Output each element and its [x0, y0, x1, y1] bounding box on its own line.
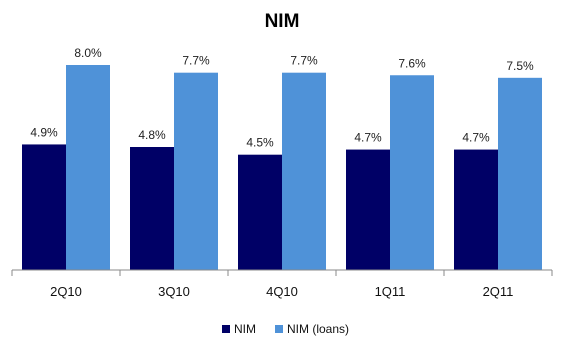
bar-nim-3q10	[130, 147, 174, 270]
bar-nim-4q10	[238, 154, 282, 270]
bar-nim-1q11	[346, 149, 390, 270]
x-tick-label-2q10: 2Q10	[50, 284, 82, 299]
bar-nim-loans-4q10	[282, 72, 326, 270]
data-label-nim-1q11: 4.7%	[354, 131, 382, 145]
bar-nim-2q11	[454, 149, 498, 270]
data-labels-group: 4.9% 8.0% 4.8% 7.7% 4.5% 7.7% 4.7% 7.6% 4.7% 7.5%	[30, 46, 534, 150]
data-label-nim-2q11: 4.7%	[462, 131, 490, 145]
x-tick-label-1q11: 1Q11	[375, 284, 406, 299]
legend: NIM NIM (loans)	[222, 322, 349, 336]
data-label-nim-4q10: 4.5%	[246, 136, 274, 150]
bars-group	[22, 65, 542, 270]
data-label-nim-loans-4q10: 7.7%	[290, 54, 318, 68]
legend-swatch-nim	[222, 325, 230, 333]
bar-nim-loans-2q10	[66, 65, 110, 270]
data-label-nim-loans-1q11: 7.6%	[398, 56, 426, 70]
data-label-nim-3q10: 4.8%	[138, 128, 166, 142]
bar-nim-2q10	[22, 144, 66, 270]
chart-title: NIM	[265, 11, 300, 32]
legend-swatch-nim-loans	[275, 325, 283, 333]
legend-label-nim: NIM	[234, 322, 256, 336]
data-label-nim-loans-2q11: 7.5%	[506, 59, 534, 73]
data-label-nim-loans-3q10: 7.7%	[182, 54, 210, 68]
legend-label-nim-loans: NIM (loans)	[287, 322, 349, 336]
bar-nim-loans-3q10	[174, 72, 218, 270]
data-label-nim-loans-2q10: 8.0%	[74, 46, 102, 60]
bar-nim-loans-1q11	[390, 75, 434, 270]
x-tick-label-4q10: 4Q10	[266, 284, 298, 299]
x-axis: 2Q10 3Q10 4Q10 1Q11 2Q11	[11, 269, 553, 299]
x-tick-label-2q11: 2Q11	[483, 284, 514, 299]
x-tick-label-3q10: 3Q10	[158, 284, 190, 299]
bar-nim-loans-2q11	[498, 77, 542, 270]
data-label-nim-2q10: 4.9%	[30, 125, 58, 139]
